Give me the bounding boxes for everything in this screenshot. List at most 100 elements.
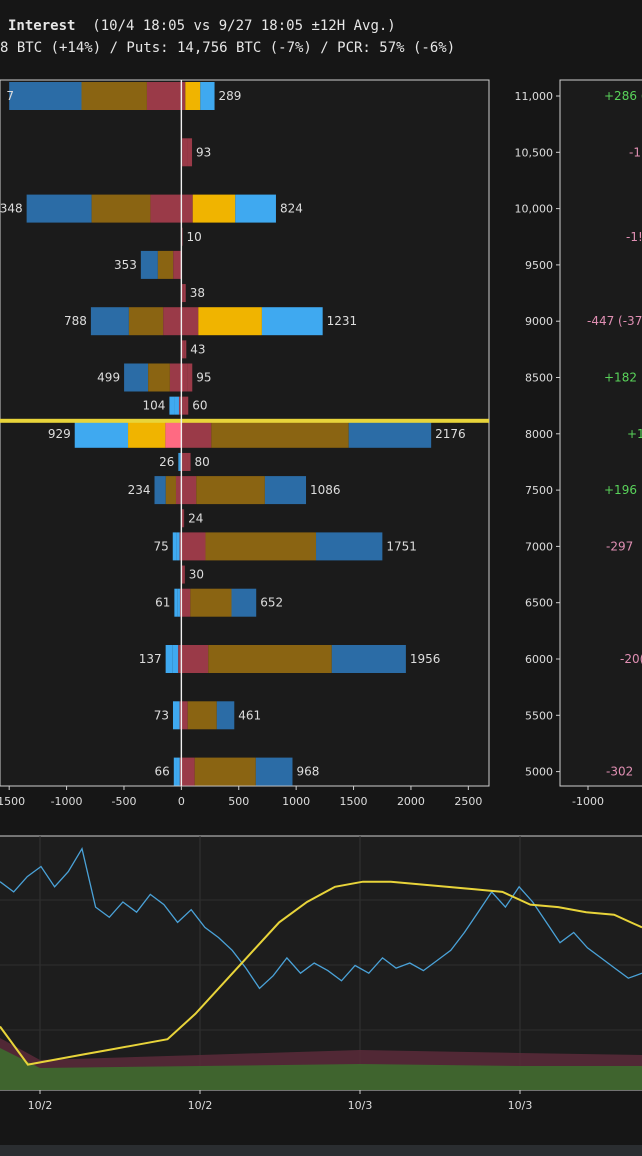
y-tick-label: 9000 xyxy=(525,315,553,328)
right-bar-label: 24 xyxy=(188,511,203,525)
x-tick-label: 1000 xyxy=(282,795,310,808)
call-bar-seg xyxy=(182,396,186,415)
put-bar-seg xyxy=(128,307,164,336)
x-tick-label: 2500 xyxy=(454,795,482,808)
call-bar-seg xyxy=(211,419,349,448)
call-bar-seg xyxy=(183,565,185,584)
change-label: -302 xyxy=(606,765,633,779)
right-bar-label: 2176 xyxy=(435,427,466,441)
right-bar-label: 95 xyxy=(196,371,211,385)
y-tick-label: 11,000 xyxy=(515,90,554,103)
call-bar-seg xyxy=(185,82,201,110)
call-bar-seg xyxy=(181,307,199,336)
change-label: -1! xyxy=(626,230,642,244)
right-bar-label: 30 xyxy=(189,568,204,582)
call-bar-seg xyxy=(198,307,262,336)
call-bar-seg xyxy=(181,284,184,303)
call-bar-seg xyxy=(184,340,187,359)
x-tick-label: -1500 xyxy=(0,795,25,808)
call-bar-seg xyxy=(187,138,193,167)
call-bar-seg xyxy=(255,757,293,786)
right-bar-label: 93 xyxy=(196,145,211,159)
call-bar-seg xyxy=(235,194,276,223)
x-tick-label: 10/2 xyxy=(188,1099,213,1112)
call-bar-seg xyxy=(181,532,206,561)
put-bar-seg xyxy=(177,588,180,617)
call-bar-seg xyxy=(182,452,188,471)
y-tick-label: 9500 xyxy=(525,259,553,272)
chart-subtitle: 8 BTC (+14%) / Puts: 14,756 BTC (-7%) / … xyxy=(0,40,456,56)
x-tick-label: 10/3 xyxy=(508,1099,533,1112)
put-bar-seg xyxy=(176,757,180,786)
call-bar-seg xyxy=(192,194,236,223)
x-tick-label: -1000 xyxy=(572,795,604,808)
chart-title-bold: Interest xyxy=(8,18,76,34)
call-bar-seg xyxy=(181,701,188,730)
put-bar xyxy=(173,757,182,786)
put-bar-seg xyxy=(175,476,182,505)
call-bar-seg xyxy=(181,645,209,673)
put-bar xyxy=(165,645,182,673)
put-bar xyxy=(74,419,182,448)
put-bar xyxy=(154,476,182,505)
call-bar xyxy=(181,452,191,471)
current-price-line xyxy=(0,418,489,423)
put-bar-seg xyxy=(148,363,170,392)
call-bar-seg xyxy=(196,476,265,505)
call-bar-seg xyxy=(181,194,193,223)
left-bar-label: 104 xyxy=(143,399,166,413)
call-bar-seg xyxy=(216,701,235,730)
put-bar xyxy=(26,194,182,223)
call-bar-seg xyxy=(316,532,383,561)
put-bar-seg xyxy=(178,645,182,673)
put-bar-seg xyxy=(169,363,182,392)
put-bar-seg xyxy=(146,82,182,110)
chart-title: Interest (10/4 18:05 vs 9/27 18:05 ±12H … xyxy=(8,18,396,34)
put-bar-seg xyxy=(169,396,175,415)
y-tick-label: 6500 xyxy=(525,597,553,610)
put-bar xyxy=(172,701,182,730)
right-bar-label: 43 xyxy=(190,342,205,356)
put-bar-seg xyxy=(179,588,182,617)
right-bar-label: 60 xyxy=(192,399,207,413)
call-bar xyxy=(181,307,323,336)
bottom-scrollbar[interactable] xyxy=(0,1145,642,1156)
x-tick-label: -1000 xyxy=(51,795,83,808)
change-label: -447 (-37 xyxy=(587,314,642,328)
left-bar-label: 73 xyxy=(154,708,169,722)
change-label: -20( xyxy=(620,652,642,666)
right-bar-label: 1231 xyxy=(327,314,358,328)
put-bar-seg xyxy=(124,363,149,392)
put-bar-seg xyxy=(179,701,182,730)
left-bar-label: 26 xyxy=(159,455,174,469)
put-bar-seg xyxy=(91,194,151,223)
call-bar-seg xyxy=(181,82,186,110)
call-bar-seg xyxy=(194,757,256,786)
right-bar-label: 652 xyxy=(260,596,283,610)
call-bar-seg xyxy=(181,757,195,786)
chart-title-range: (10/4 18:05 vs 9/27 18:05 ±12H Avg.) xyxy=(92,18,396,34)
call-bar xyxy=(181,701,235,730)
x-tick-label: 2000 xyxy=(397,795,425,808)
put-bar xyxy=(174,588,182,617)
call-bar-seg xyxy=(231,588,257,617)
put-bar xyxy=(140,250,182,279)
right-bar-label: 968 xyxy=(296,765,319,779)
put-bar-seg xyxy=(172,532,177,561)
call-bar-seg xyxy=(190,588,232,617)
change-label: -1 xyxy=(629,145,641,159)
put-bar-seg xyxy=(174,588,178,617)
put-bar-seg xyxy=(90,307,129,336)
put-bar-seg xyxy=(74,419,129,448)
put-bar-seg xyxy=(176,532,180,561)
call-bar xyxy=(181,138,193,167)
call-bar xyxy=(181,419,432,448)
call-bar-seg xyxy=(261,307,323,336)
call-bar xyxy=(181,194,276,223)
call-bar-seg xyxy=(348,419,432,448)
call-bar-seg xyxy=(181,340,185,359)
put-bar-seg xyxy=(157,250,174,279)
call-bar xyxy=(181,363,193,392)
left-bar-label: 61 xyxy=(155,596,170,610)
y-tick-label: 7500 xyxy=(525,484,553,497)
